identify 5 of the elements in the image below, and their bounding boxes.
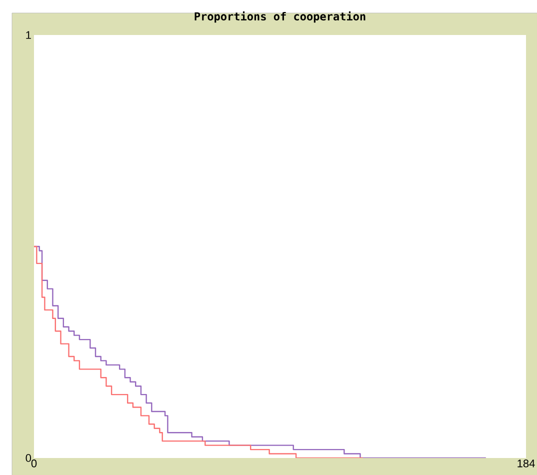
x-tick-label: 184 (518, 460, 535, 468)
line-series (34, 246, 364, 458)
line-series (34, 246, 486, 458)
chart-title: Proportions of cooperation (194, 11, 366, 23)
y-tick-label: 1 (26, 31, 31, 39)
